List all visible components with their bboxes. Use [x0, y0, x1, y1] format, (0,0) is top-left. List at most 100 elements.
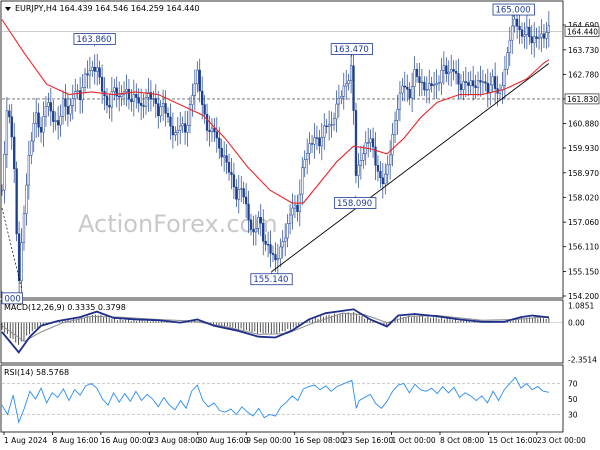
candle-body	[349, 65, 353, 81]
candle-body	[352, 65, 355, 111]
candle-body	[359, 160, 363, 166]
candle-body	[472, 80, 475, 87]
candle-body	[262, 222, 265, 242]
triangle-down-icon[interactable]	[5, 7, 11, 11]
rsi-panel-frame	[0, 364, 564, 433]
candle-body	[479, 80, 482, 83]
candle-body	[284, 237, 287, 242]
candle-body	[181, 123, 184, 127]
macd-panel-frame	[0, 299, 564, 364]
candle-body	[508, 39, 511, 53]
candle-body	[511, 25, 514, 41]
candle-body	[193, 83, 197, 96]
candle-body	[32, 122, 35, 142]
moving-average-line	[1, 19, 550, 204]
candle-body	[166, 113, 170, 118]
candle-body	[196, 69, 199, 85]
annotation-label: 158.090	[337, 199, 372, 209]
candle-body	[13, 136, 16, 170]
time-tick-label: 8 Oct 08:00	[440, 436, 484, 445]
candle-body	[0, 189, 4, 192]
candle-body	[367, 142, 370, 144]
price-tick-label: 163.730	[568, 46, 599, 55]
candle-body	[271, 253, 275, 255]
price-grid	[2, 31, 562, 100]
price-tick-label: 159.930	[568, 144, 599, 153]
candle-body	[22, 213, 26, 243]
price-tick-label: 160.880	[568, 119, 599, 128]
candle-body	[81, 87, 84, 101]
candle-body	[340, 96, 343, 99]
candle-body	[218, 137, 221, 149]
macd-tick-label: -2.3514	[568, 355, 597, 364]
annotation-label: 165.000	[495, 6, 530, 16]
time-tick-label: 23 Aug 08:00	[149, 436, 200, 445]
annotation-box	[1, 292, 24, 305]
candle-body	[86, 73, 89, 76]
candle-body	[513, 18, 516, 27]
price-panel-frame	[0, 0, 564, 299]
candle-body	[78, 90, 82, 101]
candle-body	[188, 104, 192, 126]
price-overlays	[1, 19, 550, 289]
candle-body	[244, 196, 248, 205]
left-dotted-line	[1, 208, 22, 289]
candle-body	[486, 82, 489, 94]
candle-body	[147, 92, 150, 98]
candle-body	[374, 146, 377, 166]
time-tick-label: 1 Oct 00:00	[392, 436, 436, 445]
candle-body	[98, 67, 101, 78]
candle-body	[225, 155, 228, 163]
candle-body	[201, 90, 204, 105]
candle-body	[518, 25, 521, 31]
candle-body	[398, 92, 402, 110]
candle-body	[237, 189, 240, 200]
candle-body	[332, 118, 336, 125]
candle-body	[71, 98, 74, 106]
candle-body	[476, 80, 480, 88]
candle-body	[484, 81, 487, 84]
candle-body	[503, 69, 507, 87]
candle-body	[306, 152, 309, 160]
price-tick-label: 158.020	[568, 193, 599, 202]
candle-body	[303, 159, 306, 168]
candle-body	[110, 91, 114, 108]
time-tick-label: 16 Aug 00:00	[101, 436, 152, 445]
candle-body	[425, 89, 428, 91]
candle-body	[93, 66, 96, 72]
candle-body	[447, 71, 450, 75]
candle-body	[100, 76, 104, 92]
candle-body	[489, 84, 492, 94]
watermark: ActionForex.com	[78, 210, 278, 238]
price-annotations: 163.860 155.140 163.470 158.090 165.000 000	[1, 3, 535, 305]
candle-body	[274, 254, 277, 261]
rsi-tick-label: 50	[568, 395, 578, 404]
candle-body	[66, 106, 70, 115]
candle-body	[403, 85, 406, 88]
candle-body	[408, 89, 411, 99]
price-tick-label: 155.150	[568, 267, 599, 276]
candle-body	[369, 138, 372, 143]
candle-body	[337, 97, 341, 105]
candle-body	[157, 103, 160, 117]
candle-body	[354, 110, 358, 176]
candle-body	[264, 240, 267, 245]
candle-body	[318, 137, 321, 147]
candle-body	[542, 33, 546, 39]
candle-body	[266, 244, 270, 246]
candle-body	[545, 32, 548, 39]
candle-body	[254, 228, 258, 233]
candle-body	[35, 112, 38, 124]
candle-body	[213, 127, 216, 133]
candle-body	[462, 81, 465, 91]
candle-body	[220, 147, 223, 158]
candle-body	[259, 217, 262, 224]
candle-body	[142, 105, 145, 107]
time-tick-label: 8 Aug 16:00	[52, 436, 98, 445]
candle-body	[393, 120, 397, 135]
candle-body	[310, 143, 314, 145]
candle-body	[115, 87, 118, 97]
candle-body	[301, 167, 304, 195]
candle-body	[232, 174, 236, 188]
